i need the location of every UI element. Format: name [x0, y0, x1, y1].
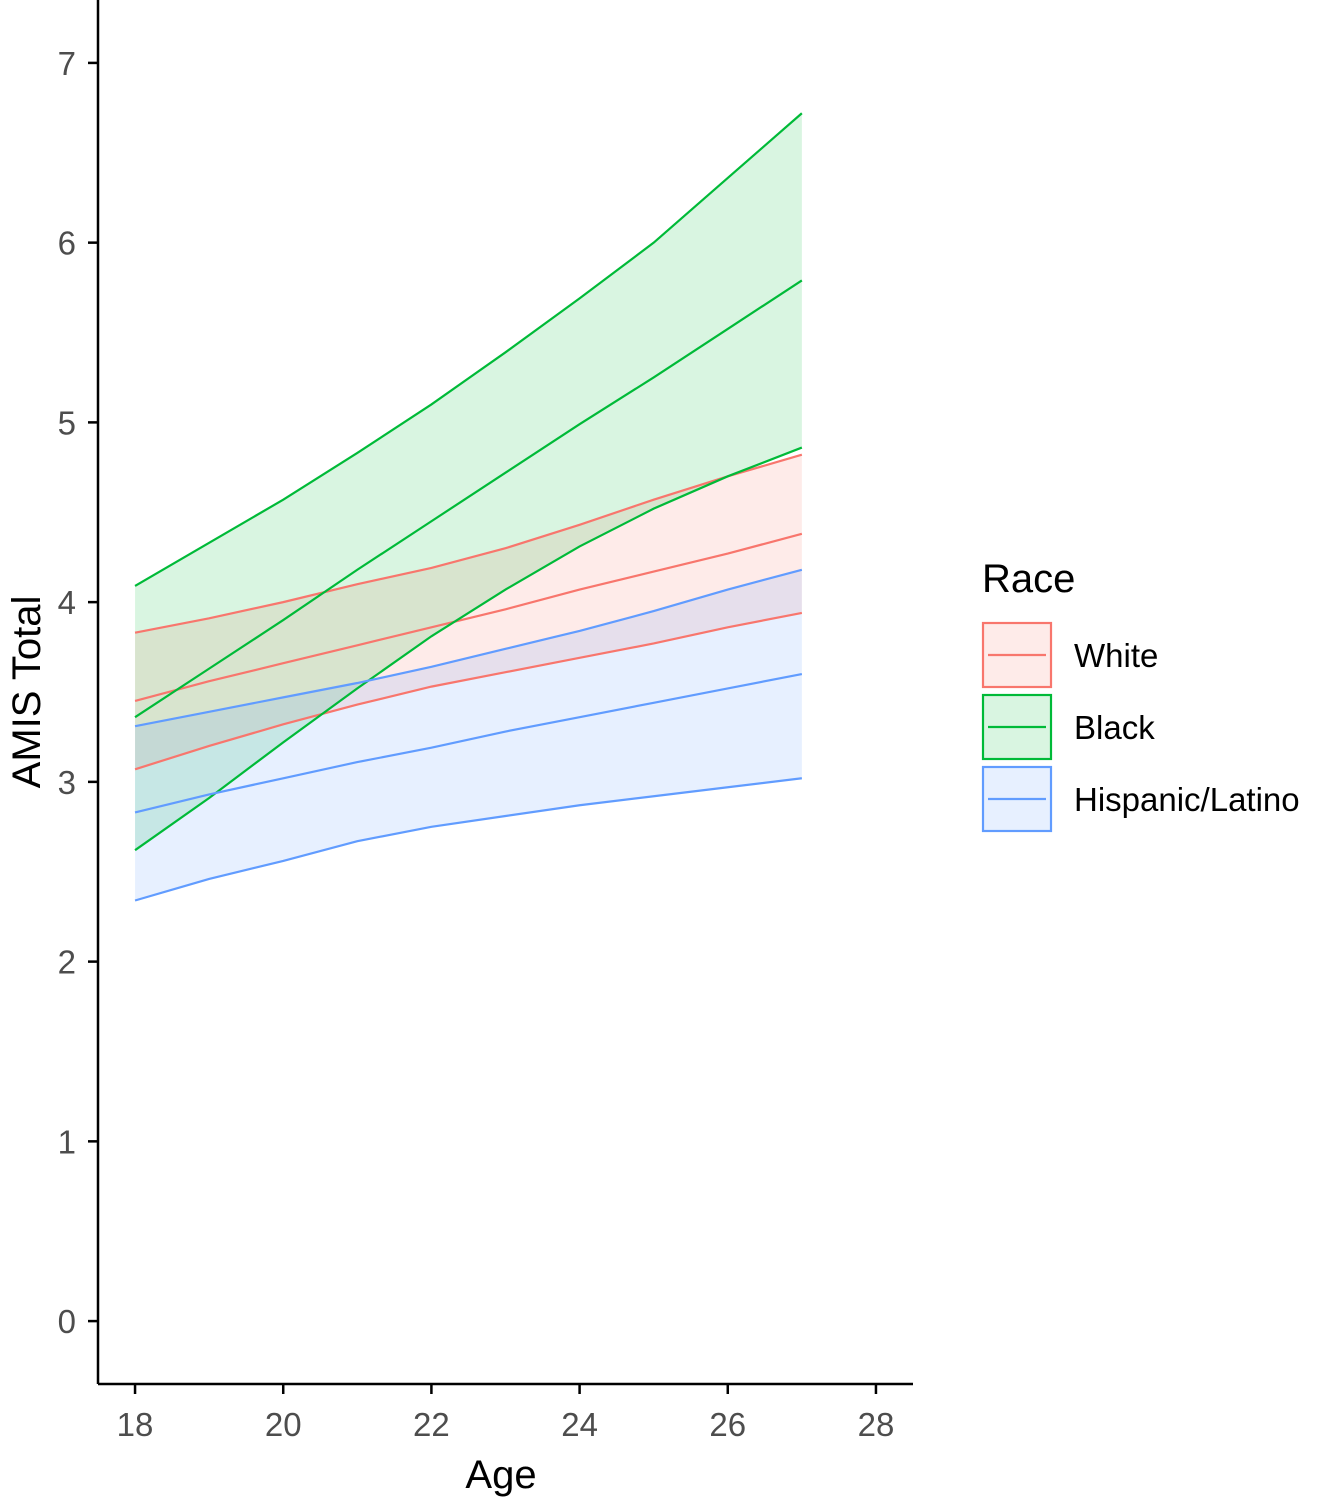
- y-tick-label: 4: [58, 584, 76, 621]
- legend-items: White Black Hispanic/Latino: [981, 621, 1300, 833]
- line-black-fit: [134, 279, 803, 719]
- y-tick-label: 7: [58, 45, 76, 82]
- x-tick-label: 22: [413, 1406, 450, 1443]
- line-black-lower: [134, 446, 803, 852]
- x-tick-label: 28: [858, 1406, 895, 1443]
- axes: [96, 0, 913, 1386]
- y-tick-label: 0: [58, 1303, 76, 1340]
- band-black: [135, 113, 802, 851]
- y-ticks: 0 1 2 3 4 5 6 7: [58, 45, 98, 1340]
- band-hispanic-latino: [135, 569, 802, 901]
- line-hispanic-latino-fit: [134, 672, 803, 814]
- x-axis-title: Age: [465, 1453, 536, 1497]
- x-ticks: 18 20 22 24 26 28: [117, 1384, 895, 1443]
- y-tick-label: 1: [58, 1123, 76, 1160]
- legend-title: Race: [982, 557, 1075, 601]
- x-tick-label: 18: [117, 1406, 154, 1443]
- y-tick-label: 3: [58, 764, 76, 801]
- legend-label-white: White: [1074, 637, 1158, 674]
- confidence-bands: [135, 113, 802, 901]
- series-lines: [134, 112, 803, 902]
- y-axis-title: AMIS Total: [5, 596, 49, 789]
- line-hispanic-latino-lower: [134, 777, 802, 902]
- x-tick-label: 20: [265, 1406, 302, 1443]
- legend-item-white: White: [981, 621, 1158, 689]
- y-tick-label: 2: [58, 944, 76, 981]
- line-white-upper: [134, 453, 803, 634]
- line-black-upper: [134, 112, 803, 587]
- y-tick-label: 6: [58, 225, 76, 262]
- y-tick-label: 5: [58, 404, 76, 441]
- line-white-lower: [134, 611, 803, 771]
- line-hispanic-latino-upper: [134, 568, 803, 728]
- legend-label-hispanic-latino: Hispanic/Latino: [1074, 781, 1300, 818]
- legend-item-hispanic-latino: Hispanic/Latino: [981, 765, 1300, 833]
- legend-label-black: Black: [1074, 709, 1155, 746]
- line-white-fit: [134, 532, 803, 703]
- legend-item-black: Black: [981, 693, 1155, 761]
- x-tick-label: 24: [561, 1406, 598, 1443]
- legend: Race White Black Hispanic/Latino: [981, 557, 1300, 833]
- x-tick-label: 26: [709, 1406, 746, 1443]
